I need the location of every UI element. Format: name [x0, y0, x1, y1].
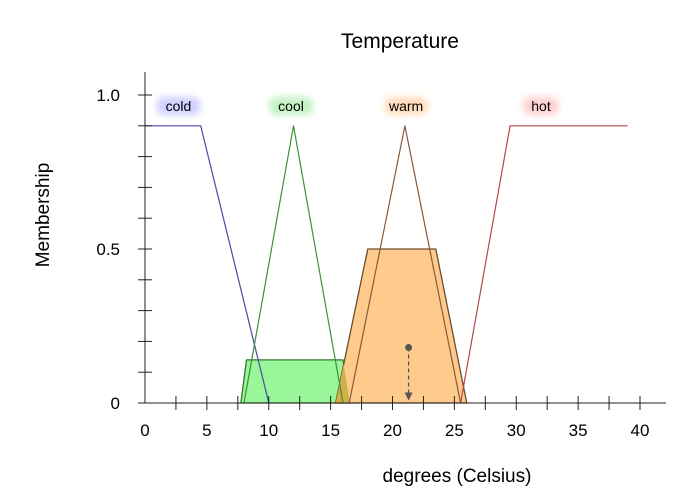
y-axis-title: Membership [33, 163, 54, 268]
region-warm [334, 248, 468, 404]
y-tick-label: 0 [111, 394, 120, 413]
y-axis-ticks: 0 0.5 1.0 [96, 86, 152, 413]
set-label-cold: cold [156, 97, 201, 115]
x-tick-label: 5 [202, 421, 211, 440]
x-axis-ticks: 0 5 10 15 20 25 30 35 40 [140, 396, 649, 440]
centroid-arrowhead [404, 392, 413, 401]
set-label-text: cool [278, 98, 304, 114]
x-tick-label: 20 [383, 421, 402, 440]
y-tick-label: 1.0 [96, 86, 120, 105]
set-label-glow [523, 97, 559, 115]
x-tick-label: 30 [507, 421, 526, 440]
set-label-glow [269, 97, 314, 115]
region-cool [240, 359, 351, 404]
x-tick-label: 40 [631, 421, 650, 440]
x-tick-label: 15 [321, 421, 340, 440]
x-axis-title: degrees (Celsius) [383, 466, 532, 487]
set-label-text: cold [166, 98, 192, 114]
curve-hot [460, 125, 628, 404]
centroid-dot [405, 344, 413, 352]
x-tick-label: 10 [259, 421, 278, 440]
x-tick-label: 25 [445, 421, 464, 440]
set-label-hot: hot [523, 97, 559, 115]
set-label-warm: warm [384, 97, 429, 115]
set-label-cool: cool [269, 97, 314, 115]
centroid-marker [404, 344, 413, 401]
curve-warm [348, 125, 462, 404]
set-label-glow [384, 97, 429, 115]
membership-curves [145, 125, 628, 404]
chart-title: Temperature [341, 30, 459, 53]
chart-axes [144, 72, 666, 404]
set-labels: cold cool warm hot [156, 97, 559, 115]
set-label-text: hot [531, 98, 551, 114]
curve-cool [243, 125, 344, 404]
x-tick-label: 0 [140, 421, 149, 440]
curve-cold [145, 125, 270, 404]
set-label-glow [156, 97, 201, 115]
x-tick-label: 35 [569, 421, 588, 440]
set-label-text: warm [388, 98, 423, 114]
y-tick-label: 0.5 [96, 240, 120, 259]
